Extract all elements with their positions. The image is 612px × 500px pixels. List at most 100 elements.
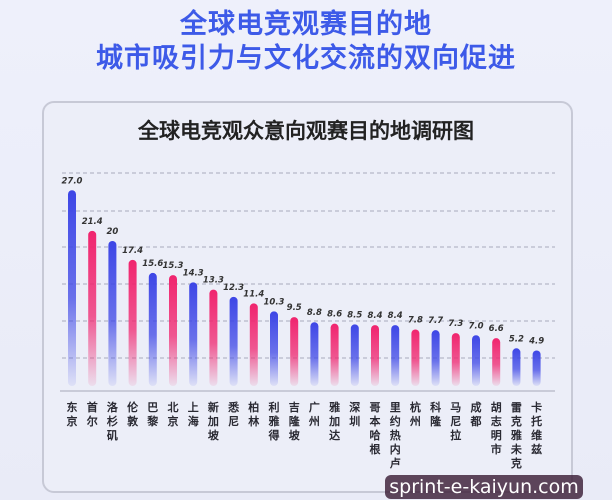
category-label: 杭 bbox=[410, 400, 421, 414]
category-label: 达 bbox=[329, 428, 340, 442]
category-label: 尔 bbox=[86, 414, 98, 428]
category-label: 上 bbox=[188, 400, 199, 414]
value-label: 7.7 bbox=[428, 316, 443, 326]
category-label: 坡 bbox=[208, 428, 220, 442]
category-label: 科 bbox=[430, 400, 441, 414]
bar bbox=[88, 230, 97, 386]
category-label: 首 bbox=[87, 400, 98, 414]
category-label: 北 bbox=[168, 400, 179, 414]
category-label: 悉 bbox=[227, 400, 240, 414]
category-label: 本 bbox=[370, 414, 381, 428]
bar bbox=[148, 272, 157, 386]
category-label: 兹 bbox=[531, 442, 542, 456]
category-label: 克 bbox=[511, 414, 522, 428]
category-label: 托 bbox=[531, 414, 542, 428]
category-label: 哥 bbox=[370, 401, 381, 414]
category-label: 广 bbox=[309, 400, 320, 414]
category-label: 圳 bbox=[349, 414, 360, 428]
category-label: 得 bbox=[268, 428, 280, 442]
category-label: 未 bbox=[510, 442, 523, 456]
value-label: 6.6 bbox=[489, 324, 504, 334]
bar bbox=[68, 190, 76, 386]
chart-title: 全球电竞观众意向观赛目的地调研图 bbox=[138, 119, 474, 143]
value-label: 10.3 bbox=[264, 297, 285, 307]
bar bbox=[492, 338, 501, 386]
value-label: 20 bbox=[106, 227, 118, 237]
value-label: 8.4 bbox=[388, 311, 403, 321]
value-label: 7.0 bbox=[468, 321, 483, 331]
value-label: 11.4 bbox=[243, 289, 264, 299]
watermark: sprint-e-kaiyun.com bbox=[385, 475, 583, 499]
category-label: 敦 bbox=[127, 414, 139, 428]
category-label: 都 bbox=[470, 414, 482, 428]
bar bbox=[290, 317, 299, 386]
category-label: 胡 bbox=[491, 400, 502, 414]
category-label: 矶 bbox=[107, 429, 118, 442]
value-label: 12.3 bbox=[223, 283, 244, 293]
category-label: 哈 bbox=[370, 428, 381, 442]
value-label: 8.6 bbox=[327, 310, 342, 320]
headline-line2: 城市吸引力与文化交流的双向促进 bbox=[96, 43, 516, 74]
category-label: 内 bbox=[390, 442, 401, 456]
category-label: 州 bbox=[409, 415, 421, 428]
value-label: 8.5 bbox=[347, 310, 362, 320]
category-label: 维 bbox=[531, 428, 542, 442]
category-label: 卢 bbox=[390, 456, 401, 470]
bar bbox=[350, 324, 359, 386]
bar bbox=[189, 282, 198, 386]
bar bbox=[310, 322, 319, 386]
category-label: 卡 bbox=[531, 400, 542, 414]
category-label: 尼 bbox=[228, 415, 239, 428]
bar bbox=[512, 348, 521, 386]
category-label: 雅 bbox=[269, 414, 280, 428]
value-label: 17.4 bbox=[122, 246, 143, 256]
category-label: 克 bbox=[511, 456, 522, 470]
bar bbox=[249, 303, 258, 386]
bar bbox=[270, 311, 278, 386]
value-label: 27.0 bbox=[62, 176, 83, 186]
category-label: 京 bbox=[67, 414, 78, 428]
category-label: 东 bbox=[67, 400, 78, 414]
category-label: 市 bbox=[491, 442, 502, 456]
value-label: 5.2 bbox=[509, 334, 524, 344]
category-label: 成 bbox=[471, 400, 482, 414]
bar bbox=[391, 325, 400, 386]
bar bbox=[209, 289, 218, 386]
bar bbox=[451, 333, 460, 386]
category-label: 杉 bbox=[107, 414, 118, 428]
bar bbox=[108, 241, 117, 386]
category-label: 里 bbox=[390, 401, 401, 414]
value-label: 21.4 bbox=[82, 217, 103, 227]
value-label: 8.8 bbox=[307, 308, 322, 318]
value-label: 7.3 bbox=[448, 319, 463, 329]
category-label: 拉 bbox=[450, 428, 461, 442]
category-label: 尼 bbox=[450, 415, 461, 428]
category-label: 柏 bbox=[248, 400, 259, 414]
category-label: 雷 bbox=[511, 401, 522, 414]
category-label: 利 bbox=[269, 400, 280, 414]
category-label: 加 bbox=[328, 414, 340, 428]
value-label: 13.3 bbox=[203, 276, 224, 286]
category-label: 坡 bbox=[289, 428, 301, 442]
category-label: 洛 bbox=[107, 400, 119, 414]
value-label: 4.9 bbox=[528, 336, 544, 346]
category-label: 加 bbox=[207, 414, 219, 428]
category-label: 雅 bbox=[511, 428, 522, 442]
value-label: 7.8 bbox=[408, 315, 423, 325]
value-label: 8.4 bbox=[367, 311, 382, 321]
category-label: 新 bbox=[208, 400, 219, 414]
headline-line1: 全球电竞观赛目的地 bbox=[180, 9, 432, 40]
bar bbox=[229, 296, 238, 386]
category-label: 伦 bbox=[127, 400, 139, 414]
category-label: 巴 bbox=[147, 401, 158, 414]
category-label: 海 bbox=[188, 414, 199, 428]
category-label: 隆 bbox=[289, 414, 301, 428]
value-label: 14.3 bbox=[183, 268, 204, 278]
bar bbox=[532, 350, 541, 386]
category-label: 州 bbox=[308, 415, 320, 428]
category-label: 林 bbox=[248, 414, 259, 428]
bar bbox=[330, 323, 339, 386]
bar bbox=[128, 259, 137, 386]
category-label: 热 bbox=[390, 428, 401, 442]
